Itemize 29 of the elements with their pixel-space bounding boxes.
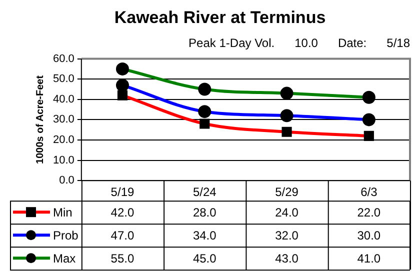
data-label: 30.0	[357, 228, 381, 242]
data-label: 32.0	[275, 228, 299, 242]
data-label: 45.0	[192, 251, 217, 266]
data-label: 28.0	[192, 205, 217, 220]
data-label: 41.0	[357, 251, 381, 266]
y-tick-label: 40.0	[52, 93, 74, 106]
data-label: 24.0	[275, 205, 299, 220]
legend-label: Prob	[53, 228, 79, 242]
x-tick-label: 5/24	[192, 185, 217, 200]
chart-title: Kaweah River at Terminus	[114, 8, 326, 27]
data-label: 34.0	[192, 228, 217, 242]
y-tick-label: 30.0	[52, 114, 74, 126]
legend-label: Min	[53, 205, 72, 220]
x-tick-label: 6/3	[360, 185, 378, 200]
y-tick-label: 0.0	[59, 174, 74, 187]
legend-label: Max	[53, 251, 76, 266]
data-label: 22.0	[357, 205, 381, 220]
y-tick-label: 20.0	[52, 134, 74, 146]
data-label: 47.0	[110, 228, 134, 242]
y-tick-label: 50.0	[52, 73, 74, 86]
data-label: 42.0	[110, 205, 134, 220]
x-tick-label: 5/19	[110, 185, 134, 200]
data-label: 43.0	[275, 251, 299, 266]
y-tick-label: 60.0	[52, 52, 74, 65]
x-tick-label: 5/29	[275, 185, 299, 200]
y-axis-title: 1000s of Acre-Feet	[34, 74, 46, 164]
data-label: 55.0	[110, 251, 134, 266]
y-tick-label: 10.0	[52, 154, 74, 166]
chart-subtitle: Peak 1-Day Vol. 10.0 Date: 5/18	[188, 36, 410, 50]
